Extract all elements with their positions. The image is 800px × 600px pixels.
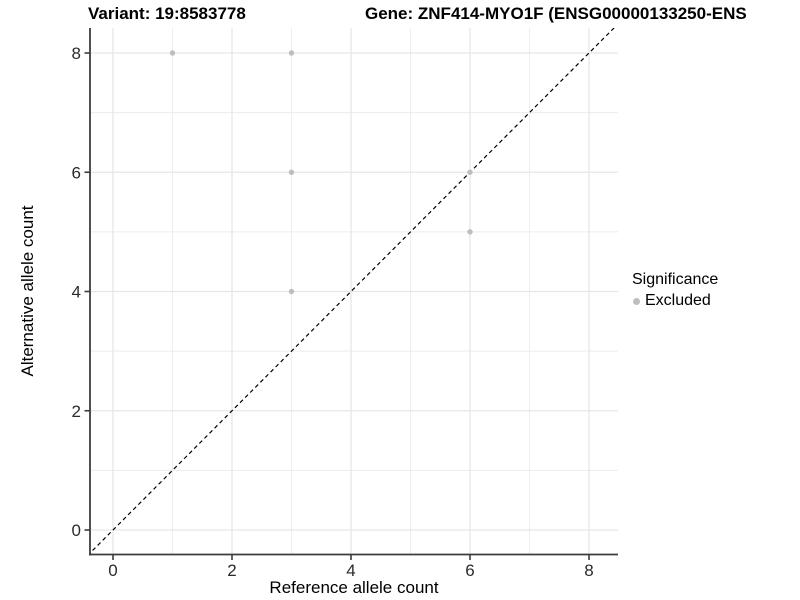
data-point [288, 288, 295, 295]
data-point [467, 169, 473, 175]
data-point [467, 229, 473, 235]
y-tick-label: 4 [72, 283, 81, 302]
x-axis-title: Reference allele count [269, 578, 439, 597]
y-tick-label: 8 [72, 44, 81, 63]
y-tick-label: 6 [72, 163, 81, 182]
identity-dashed-line [90, 28, 615, 554]
x-tick-label: 6 [465, 561, 474, 580]
variant-title: Variant: 19:8583778 [88, 4, 246, 23]
data-point [169, 50, 176, 56]
data-point [288, 50, 295, 56]
x-tick-label: 0 [108, 561, 117, 580]
x-tick-label: 2 [227, 561, 236, 580]
y-axis-title: Alternative allele count [18, 205, 37, 377]
x-tick-label: 4 [346, 561, 355, 580]
legend-item-excluded: Excluded [633, 292, 718, 310]
y-tick-label: 0 [72, 521, 81, 540]
excluded-point-icon [633, 297, 640, 305]
y-tick-label: 2 [72, 402, 81, 421]
gene-title: Gene: ZNF414-MYO1F (ENSG00000133250-ENS [365, 4, 747, 23]
legend: Significance Excluded [632, 270, 718, 310]
legend-title: Significance [632, 271, 719, 288]
data-point [288, 169, 295, 175]
legend-item-label: Excluded [645, 292, 711, 309]
x-tick-label: 8 [584, 561, 593, 580]
